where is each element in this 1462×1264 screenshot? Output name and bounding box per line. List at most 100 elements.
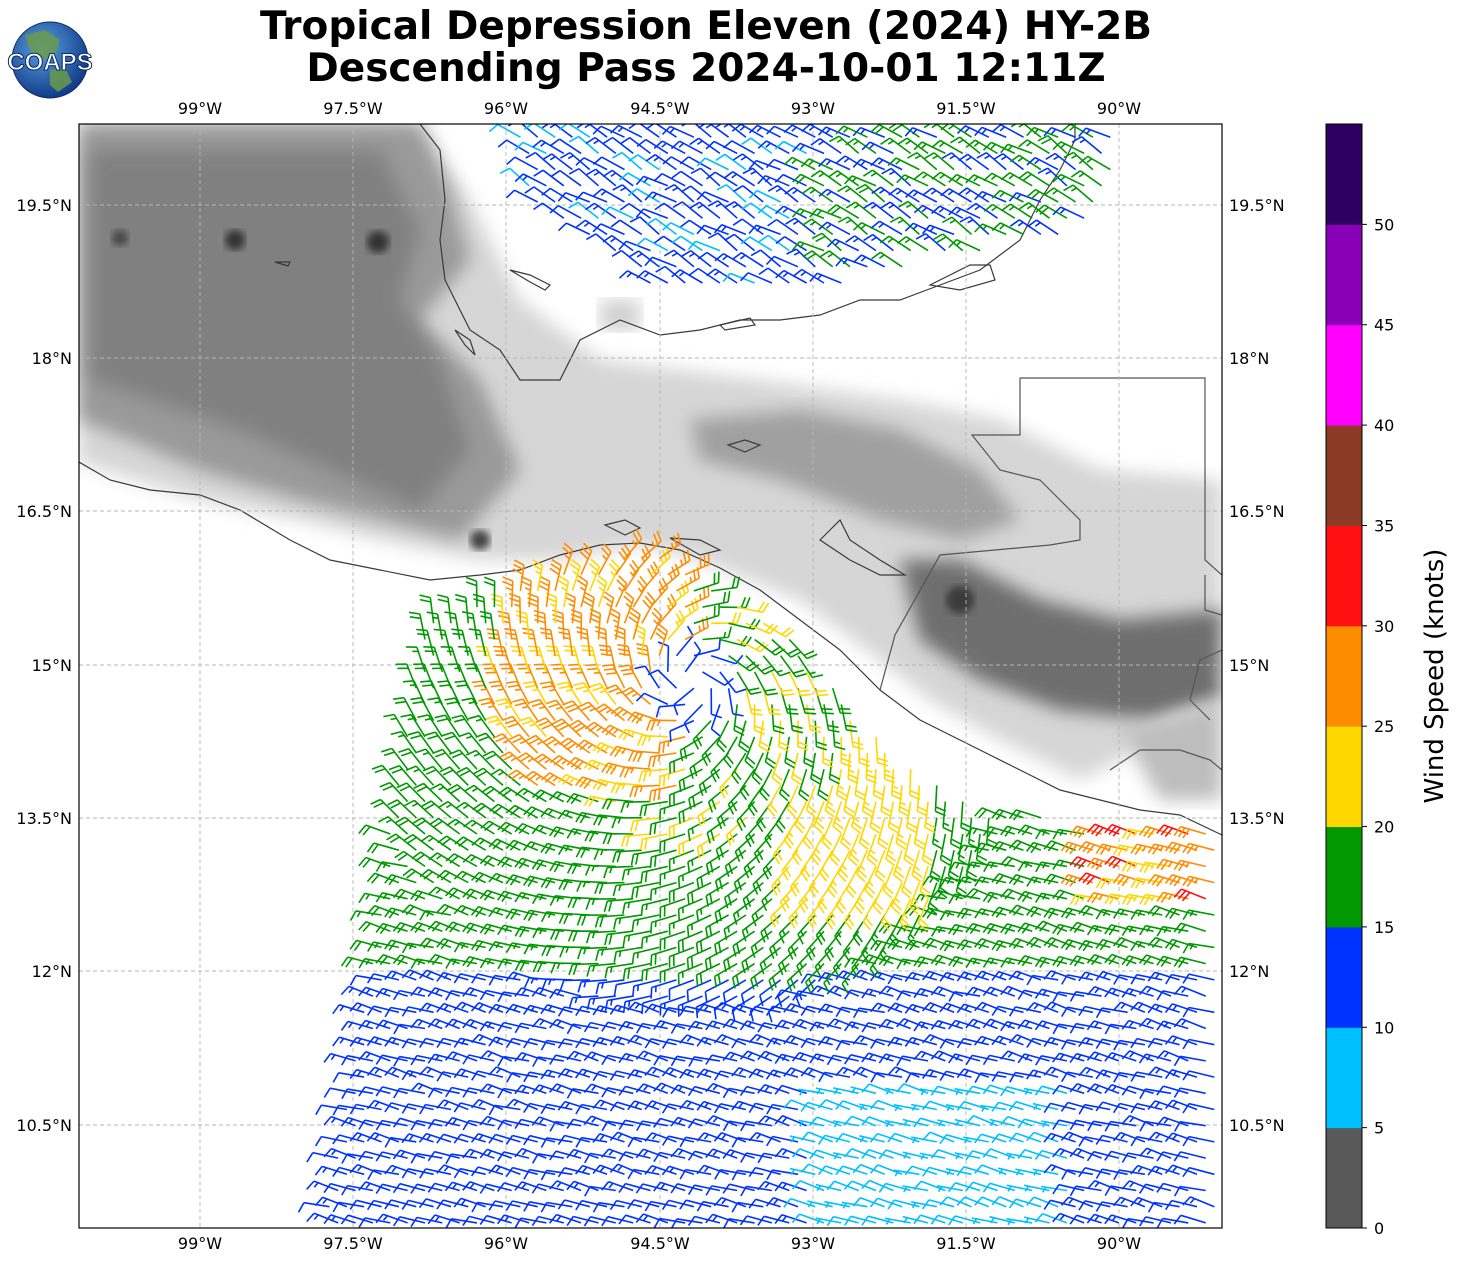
- wind-barb: [1015, 1168, 1042, 1176]
- wind-barb: [800, 1131, 834, 1143]
- wind-barb: [349, 1163, 382, 1176]
- wind-barb: [835, 1006, 868, 1018]
- wind-barb: [858, 817, 870, 850]
- wind-barb: [641, 962, 669, 982]
- wind-barb: [612, 151, 643, 171]
- wind-barb: [772, 833, 790, 865]
- wind-barb: [583, 1083, 617, 1095]
- wind-barb: [635, 692, 669, 706]
- lat-label: 15°N: [32, 656, 72, 675]
- wind-barb: [713, 1034, 747, 1046]
- wind-barb: [991, 873, 1024, 885]
- wind-barb: [568, 663, 591, 689]
- wind-barb: [1130, 1164, 1163, 1176]
- wind-barb: [869, 1002, 903, 1014]
- wind-barb: [835, 769, 848, 801]
- wind-barb: [619, 766, 651, 778]
- wind-barb: [888, 124, 920, 138]
- lat-label: 16.5°N: [16, 502, 72, 521]
- wind-barb: [497, 1021, 530, 1033]
- wind-barb: [644, 191, 677, 203]
- wind-barb: [930, 1148, 964, 1159]
- wind-barb: [824, 1200, 851, 1209]
- wind-barb: [1035, 828, 1068, 840]
- wind-barb: [392, 1216, 426, 1227]
- wind-barb: [416, 628, 435, 656]
- wind-barb: [723, 171, 756, 187]
- wind-barb: [659, 930, 686, 951]
- wind-barb: [1095, 1168, 1128, 1180]
- wind-barb: [314, 1165, 348, 1176]
- wind-barb: [518, 716, 548, 738]
- wind-barb: [930, 1085, 964, 1096]
- wind-barb: [748, 1131, 781, 1143]
- wind-barb: [465, 576, 478, 608]
- wind-barb: [341, 1153, 374, 1164]
- wind-barb: [740, 1152, 773, 1163]
- wind-barb: [1164, 841, 1198, 855]
- wind-barb: [650, 946, 677, 967]
- wind-barb: [1023, 1087, 1050, 1096]
- wind-barb: [737, 601, 770, 614]
- title-line-1: Tropical Depression Eleven (2024) HY-2B: [259, 4, 1152, 49]
- wind-barb: [939, 909, 972, 921]
- wind-barb: [759, 768, 773, 801]
- wind-barb: [679, 1199, 712, 1210]
- wind-barb: [462, 888, 495, 900]
- wind-barb: [774, 1114, 807, 1127]
- wind-barb: [525, 151, 556, 171]
- wind-barb: [766, 125, 799, 138]
- wind-barb: [684, 553, 710, 576]
- wind-barb: [1017, 989, 1050, 1000]
- wind-barb: [948, 923, 981, 936]
- lat-label: 10.5°N: [1229, 1116, 1285, 1135]
- wind-barb: [418, 1037, 452, 1049]
- wind-barb: [758, 234, 790, 252]
- wind-barb: [750, 930, 773, 958]
- wind-barb: [562, 542, 574, 575]
- wind-barb: [818, 188, 851, 203]
- lat-labels-right: 19.5°N 18°N 16.5°N 15°N 13.5°N 12°N 10.5…: [1229, 196, 1285, 1135]
- wind-barb: [610, 219, 643, 236]
- wind-barb: [576, 880, 608, 892]
- wind-barb: [679, 1068, 712, 1079]
- wind-barb: [514, 141, 547, 155]
- wind-barb: [481, 785, 513, 803]
- wind-barb: [777, 979, 799, 1008]
- wind-barb: [520, 575, 532, 608]
- wind-barb: [658, 593, 677, 624]
- wind-barb: [1069, 856, 1102, 870]
- wind-barb: [1138, 985, 1172, 997]
- coaps-logo: COAPS: [7, 21, 93, 99]
- wind-barb: [1078, 841, 1111, 854]
- wind-barb: [496, 1182, 530, 1193]
- wind-barb: [597, 543, 612, 576]
- lon-label: 91.5°W: [936, 99, 996, 118]
- wind-barb: [741, 914, 764, 942]
- wind-barb: [621, 833, 651, 848]
- lon-label: 96°W: [484, 99, 528, 118]
- colorbar-tick-label: 45: [1374, 316, 1394, 335]
- wind-barb: [559, 979, 590, 992]
- wind-barb: [831, 687, 852, 715]
- wind-barb: [401, 1168, 434, 1179]
- wind-barb: [522, 680, 548, 705]
- wind-barb: [323, 1147, 356, 1159]
- wind-barb: [488, 680, 513, 705]
- wind-barb: [714, 865, 738, 892]
- wind-barb: [379, 781, 409, 803]
- wind-barb: [930, 986, 964, 997]
- wind-barb: [479, 855, 513, 868]
- wind-barb: [826, 1018, 859, 1030]
- wind-barb: [1052, 1023, 1085, 1035]
- wind-barb: [1104, 1120, 1137, 1132]
- wind-barb: [683, 703, 704, 734]
- wind-barb: [479, 889, 512, 901]
- colorbar: 0 5 10 15 20 25 30 35 40 45 50 Wind Speed (knots): [1325, 123, 1450, 1238]
- wind-barb: [940, 188, 972, 203]
- wind-barb: [956, 939, 990, 951]
- figure-title: Tropical Depression Eleven (2024) HY-2B …: [0, 6, 1412, 90]
- wind-barb: [1052, 828, 1085, 840]
- wind-barb: [1113, 974, 1146, 985]
